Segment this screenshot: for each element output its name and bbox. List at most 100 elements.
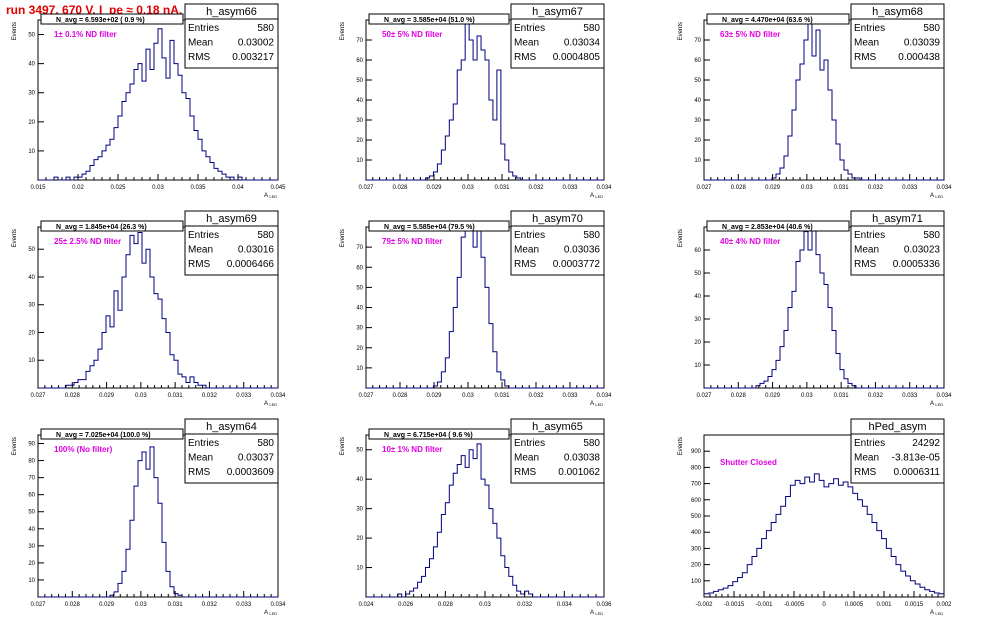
navg-box-frame [368, 220, 510, 232]
y-tick-label: 10 [694, 158, 701, 164]
y-tick-label: 40 [356, 477, 363, 483]
x-tick-label: 0.03 [462, 393, 474, 399]
x-tick-label: 0.034 [270, 602, 286, 608]
y-tick-label: 20 [694, 138, 701, 144]
x-tick-label: 0.029 [426, 185, 442, 191]
navg-box-frame [368, 13, 510, 25]
y-tick-label: 90 [28, 442, 35, 448]
x-tick-label: 0.033 [562, 185, 578, 191]
histogram-panel-h_asym70: 0.027 0.028 0.029 0.03 0.031 0.032 0.033 0.034 1… [340, 210, 612, 407]
x-tick-label: 0.001 [876, 602, 892, 608]
histogram-name: h_asym67 [532, 6, 583, 18]
stat-entries-label: Entries [188, 438, 219, 449]
y-tick-label: 10 [356, 566, 363, 572]
y-tick-label: 20 [356, 346, 363, 352]
x-tick-label: 0.02 [72, 185, 84, 191]
y-tick-label: 40 [694, 294, 701, 300]
stat-entries-value: 580 [583, 438, 600, 449]
histogram-series [38, 446, 278, 598]
navg-box-frame [40, 428, 184, 440]
x-tick-label: 0.029 [765, 185, 781, 191]
stats-box: h_asym64 Entries 580 Mean 0.03037 RMS 0.000360… [184, 418, 279, 484]
x-tick-label: 0.0015 [905, 602, 924, 608]
y-tick-label: 50 [28, 247, 35, 253]
y-tick-label: 900 [691, 449, 702, 455]
stat-entries-value: 580 [257, 230, 274, 241]
stat-entries-label: Entries [514, 23, 545, 34]
histogram-panel-h_asym67: 0.027 0.028 0.029 0.03 0.031 0.032 0.033 0.034 1… [340, 3, 612, 199]
stat-rms-value: 0.003217 [232, 52, 274, 63]
x-tick-label: -0.0005 [784, 602, 805, 608]
stat-mean-value: 0.03016 [238, 245, 275, 256]
histogram-panel-h_asym64: 0.027 0.028 0.029 0.03 0.031 0.032 0.033 0.034 1… [12, 418, 286, 616]
y-tick-label: 40 [356, 98, 363, 104]
stat-mean-value: 0.03037 [238, 453, 275, 464]
y-tick-label: 70 [356, 38, 363, 44]
x-tick-label: 0.032 [868, 393, 884, 399]
y-tick-label: 10 [694, 363, 701, 369]
x-tick-label: 0.031 [494, 393, 510, 399]
y-tick-label: 300 [691, 546, 702, 552]
stat-mean-label: Mean [514, 38, 539, 49]
x-tick-label: 0.027 [358, 393, 374, 399]
stats-box: hPed_asym Entries 24292 Mean -3.813e-05 RMS 0.… [850, 418, 945, 484]
y-tick-label: 40 [28, 62, 35, 68]
stat-entries-label: Entries [854, 230, 885, 241]
x-tick-label: 0.029 [765, 393, 781, 399]
stat-mean-value: 0.03039 [904, 38, 941, 49]
navg-box-frame [706, 220, 850, 232]
stats-box-frame [510, 418, 605, 484]
histogram-panel-h_asym68: 0.027 0.028 0.029 0.03 0.031 0.032 0.033 0.034 1… [678, 3, 952, 199]
x-tick-label: 0.04 [232, 185, 244, 191]
stats-box-frame [510, 210, 605, 276]
navg-box: N_avg = 6.593e+02 ( 0.9 %) [40, 13, 184, 25]
x-tick-label: 0.034 [596, 185, 612, 191]
y-tick-label: 80 [28, 459, 35, 465]
y-tick-label: 70 [694, 38, 701, 44]
stat-entries-value: 24292 [912, 438, 940, 449]
histogram-panel-h_asym65: 0.024 0.026 0.028 0.03 0.032 0.034 0.036 10 20 30… [340, 418, 612, 616]
stats-box: h_asym66 Entries 580 Mean 0.03002 RMS 0.003217 [184, 3, 279, 69]
stat-rms-value: 0.0003772 [553, 259, 601, 270]
y-tick-label: 70 [356, 245, 363, 251]
x-axis-label: A LED [590, 193, 603, 199]
x-axis-label: A LED [264, 193, 277, 199]
x-tick-label: 0.002 [936, 602, 952, 608]
histogram-name: h_asym68 [872, 6, 923, 18]
x-tick-label: 0.029 [99, 602, 115, 608]
x-tick-label: 0.027 [696, 393, 712, 399]
histogram-name: h_asym65 [532, 421, 583, 433]
navg-box: N_avg = 5.585e+04 (79.5 %) [368, 220, 510, 232]
x-tick-label: 0.034 [557, 602, 573, 608]
filter-annotation: 50± 5% ND filter [382, 30, 442, 39]
x-tick-label: 0.027 [30, 393, 46, 399]
stat-mean-label: Mean [188, 453, 213, 464]
x-tick-label: 0.032 [517, 602, 533, 608]
stats-box-frame [510, 3, 605, 69]
y-tick-label: 50 [694, 78, 701, 84]
histogram-series [38, 28, 278, 181]
y-axis-label: Events [678, 229, 684, 247]
histogram-series [366, 443, 604, 598]
filter-annotation: 25± 2.5% ND filter [54, 237, 121, 246]
x-tick-label: 0.032 [202, 602, 218, 608]
x-axis-label: A LED [930, 401, 943, 407]
stat-rms-value: 0.0005336 [893, 259, 941, 270]
x-tick-label: 0.031 [494, 185, 510, 191]
filter-annotation: 100% (No filter) [54, 445, 113, 454]
y-tick-label: 10 [28, 578, 35, 584]
y-axis-label: Events [678, 22, 684, 40]
x-tick-label: 0.024 [358, 602, 374, 608]
y-tick-label: 20 [28, 561, 35, 567]
x-tick-label: 0.031 [168, 393, 184, 399]
filter-annotation: 40± 4% ND filter [720, 237, 780, 246]
histogram-name: h_asym66 [206, 6, 257, 18]
stat-entries-label: Entries [188, 230, 219, 241]
navg-text: N_avg = 3.585e+04 (51.0 %) [384, 17, 475, 24]
histogram-series [366, 23, 604, 181]
histogram-name: h_asym64 [206, 421, 257, 433]
navg-box-frame [706, 13, 850, 25]
x-tick-label: 0.028 [438, 602, 454, 608]
x-tick-label: 0.031 [168, 602, 184, 608]
